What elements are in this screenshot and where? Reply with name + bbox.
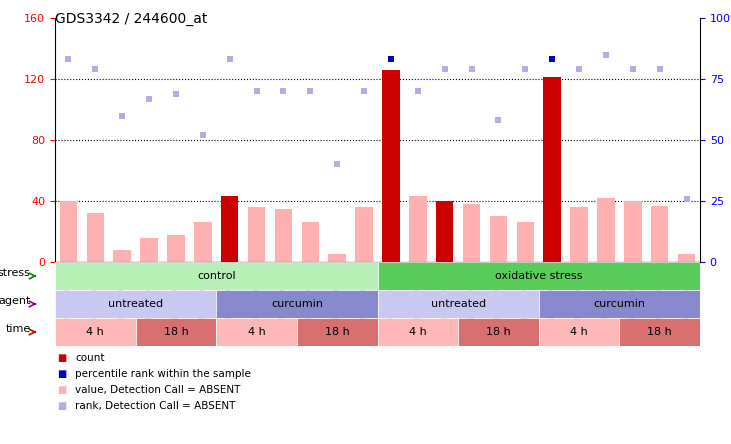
Bar xyxy=(216,318,297,346)
Text: rank, Detection Call = ABSENT: rank, Detection Call = ABSENT xyxy=(75,401,235,411)
Text: stress: stress xyxy=(0,268,31,278)
Text: 4 h: 4 h xyxy=(248,327,265,337)
Bar xyxy=(194,222,211,262)
Bar xyxy=(463,204,480,262)
Bar xyxy=(86,213,104,262)
Text: control: control xyxy=(197,271,235,281)
Text: curcumin: curcumin xyxy=(271,299,323,309)
Bar xyxy=(377,262,700,290)
Bar xyxy=(458,318,539,346)
Text: percentile rank within the sample: percentile rank within the sample xyxy=(75,369,251,379)
Bar xyxy=(409,196,427,262)
Text: curcumin: curcumin xyxy=(594,299,645,309)
Text: ■: ■ xyxy=(57,385,67,395)
Bar xyxy=(651,206,668,262)
Text: untreated: untreated xyxy=(431,299,485,309)
Text: count: count xyxy=(75,353,105,363)
Bar xyxy=(113,250,131,262)
Bar xyxy=(275,209,292,262)
Bar xyxy=(55,262,377,290)
Text: 4 h: 4 h xyxy=(409,327,427,337)
Bar xyxy=(377,318,458,346)
Text: 4 h: 4 h xyxy=(570,327,588,337)
Text: time: time xyxy=(5,324,31,334)
Bar xyxy=(328,254,346,262)
Text: ■: ■ xyxy=(57,353,67,363)
Text: 18 h: 18 h xyxy=(486,327,511,337)
Text: GDS3342 / 244600_at: GDS3342 / 244600_at xyxy=(55,12,208,26)
Bar xyxy=(539,318,619,346)
Bar xyxy=(539,290,700,318)
Bar xyxy=(624,201,642,262)
Text: 18 h: 18 h xyxy=(164,327,189,337)
Bar xyxy=(60,201,77,262)
Bar xyxy=(167,234,185,262)
Bar xyxy=(136,318,216,346)
Bar xyxy=(678,254,695,262)
Bar xyxy=(355,207,373,262)
Bar xyxy=(382,70,400,262)
Bar xyxy=(248,207,265,262)
Bar xyxy=(302,222,319,262)
Text: agent: agent xyxy=(0,296,31,306)
Text: 18 h: 18 h xyxy=(325,327,349,337)
Bar xyxy=(55,290,216,318)
Bar xyxy=(221,196,238,262)
Text: ■: ■ xyxy=(57,369,67,379)
Bar xyxy=(140,238,158,262)
Bar xyxy=(55,318,136,346)
Bar xyxy=(619,318,700,346)
Bar xyxy=(216,290,377,318)
Text: untreated: untreated xyxy=(108,299,163,309)
Bar xyxy=(543,77,561,262)
Text: value, Detection Call = ABSENT: value, Detection Call = ABSENT xyxy=(75,385,240,395)
Text: ■: ■ xyxy=(57,401,67,411)
Bar xyxy=(436,201,453,262)
Bar xyxy=(517,222,534,262)
Bar xyxy=(490,216,507,262)
Bar xyxy=(297,318,377,346)
Bar xyxy=(570,207,588,262)
Text: 4 h: 4 h xyxy=(86,327,105,337)
Bar xyxy=(597,198,615,262)
Bar xyxy=(377,290,539,318)
Text: 18 h: 18 h xyxy=(648,327,672,337)
Text: oxidative stress: oxidative stress xyxy=(495,271,583,281)
